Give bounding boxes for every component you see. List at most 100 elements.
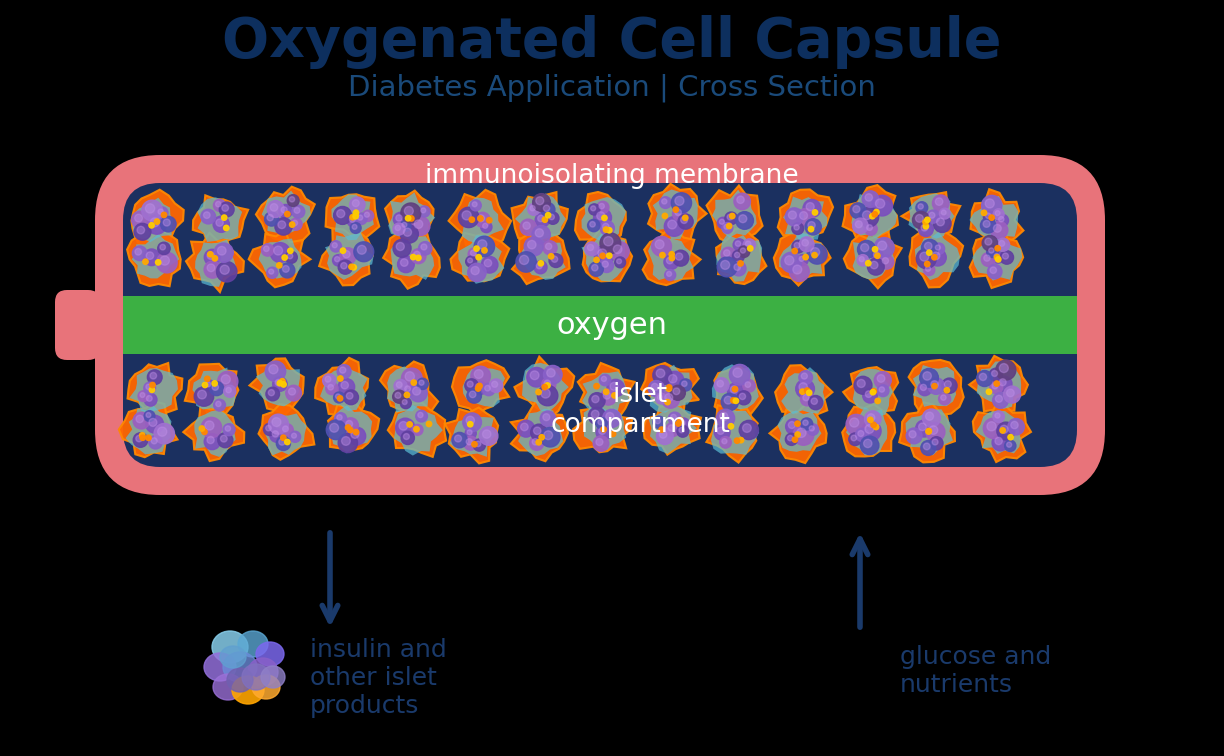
Circle shape (918, 204, 923, 209)
Polygon shape (853, 235, 895, 280)
Circle shape (532, 225, 551, 244)
Circle shape (996, 376, 1012, 392)
Circle shape (404, 433, 409, 439)
Circle shape (355, 213, 367, 225)
Circle shape (996, 215, 1009, 227)
Polygon shape (716, 228, 766, 284)
Circle shape (679, 427, 684, 432)
Circle shape (269, 429, 284, 442)
Circle shape (671, 386, 685, 400)
Circle shape (282, 207, 288, 213)
Circle shape (803, 395, 809, 401)
Circle shape (987, 389, 991, 395)
Circle shape (995, 211, 1000, 215)
Circle shape (136, 415, 143, 423)
Ellipse shape (226, 668, 253, 692)
Circle shape (720, 219, 725, 225)
Circle shape (603, 227, 608, 232)
Circle shape (599, 203, 605, 209)
Circle shape (589, 392, 605, 409)
Circle shape (665, 394, 673, 401)
Circle shape (476, 255, 481, 260)
Circle shape (474, 246, 480, 251)
Circle shape (599, 428, 606, 435)
Circle shape (288, 253, 293, 259)
Circle shape (601, 426, 606, 432)
Circle shape (147, 215, 166, 234)
Circle shape (412, 424, 424, 435)
Circle shape (340, 248, 345, 253)
Circle shape (147, 395, 152, 401)
Text: Diabetes Application | Cross Section: Diabetes Application | Cross Section (348, 74, 876, 102)
Circle shape (933, 439, 938, 445)
Circle shape (733, 239, 745, 251)
Circle shape (919, 368, 939, 387)
Circle shape (410, 384, 427, 401)
Circle shape (400, 221, 411, 231)
Circle shape (204, 380, 215, 391)
Polygon shape (712, 190, 756, 237)
Polygon shape (647, 184, 706, 243)
Circle shape (655, 418, 661, 424)
Circle shape (466, 416, 475, 425)
Circle shape (354, 210, 359, 215)
Circle shape (285, 386, 301, 401)
Circle shape (393, 390, 406, 403)
Circle shape (200, 426, 204, 431)
Polygon shape (774, 228, 831, 286)
Polygon shape (711, 408, 759, 455)
Circle shape (924, 242, 931, 249)
Circle shape (146, 415, 164, 433)
Circle shape (941, 210, 946, 215)
Circle shape (794, 421, 800, 426)
Circle shape (212, 256, 218, 261)
Circle shape (406, 422, 412, 427)
Circle shape (922, 225, 928, 231)
Ellipse shape (252, 675, 280, 699)
Circle shape (715, 378, 730, 392)
Circle shape (334, 206, 351, 225)
Circle shape (800, 392, 814, 406)
Polygon shape (256, 364, 300, 406)
Circle shape (149, 223, 154, 228)
Circle shape (737, 196, 744, 203)
Circle shape (547, 369, 556, 377)
Circle shape (414, 426, 419, 431)
Polygon shape (521, 234, 565, 280)
Polygon shape (195, 410, 236, 457)
Circle shape (282, 255, 288, 260)
Circle shape (340, 248, 356, 264)
Circle shape (537, 215, 545, 222)
Circle shape (280, 423, 294, 437)
Circle shape (930, 381, 939, 388)
Circle shape (789, 262, 809, 281)
Circle shape (393, 240, 411, 257)
Circle shape (353, 200, 360, 206)
Circle shape (345, 420, 353, 427)
Circle shape (809, 395, 823, 410)
Circle shape (534, 261, 547, 274)
Circle shape (404, 206, 414, 215)
Polygon shape (192, 367, 235, 410)
Circle shape (289, 388, 295, 395)
Circle shape (530, 206, 535, 211)
Circle shape (671, 414, 677, 420)
Polygon shape (583, 228, 632, 281)
Circle shape (594, 209, 612, 227)
Circle shape (734, 264, 741, 271)
Polygon shape (842, 185, 898, 243)
Polygon shape (783, 197, 827, 242)
Circle shape (794, 243, 799, 248)
Circle shape (269, 269, 274, 274)
Circle shape (794, 432, 800, 437)
Ellipse shape (261, 666, 285, 688)
Circle shape (716, 409, 734, 427)
Circle shape (271, 203, 278, 211)
Circle shape (419, 206, 430, 217)
Polygon shape (641, 363, 699, 418)
Circle shape (999, 240, 1005, 246)
Circle shape (534, 427, 541, 435)
Circle shape (920, 441, 935, 455)
Circle shape (678, 417, 683, 423)
Circle shape (929, 212, 935, 218)
